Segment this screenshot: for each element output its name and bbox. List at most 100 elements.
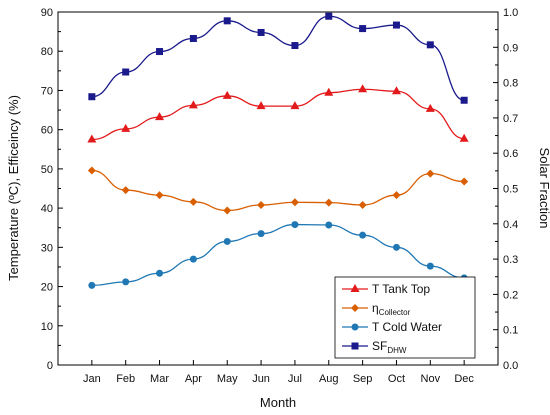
data-point-diamond bbox=[392, 191, 401, 200]
y2-tick-label: 0.2 bbox=[503, 289, 518, 301]
data-point-triangle bbox=[188, 100, 198, 109]
y-tick-label: 40 bbox=[41, 203, 53, 215]
series-layer bbox=[87, 12, 469, 289]
y-axis-ticks: 0 10 20 30 40 50 60 70 80 90 bbox=[41, 7, 63, 372]
data-point-triangle bbox=[155, 112, 165, 121]
y2-tick-label: 0.1 bbox=[503, 325, 518, 337]
data-point-triangle bbox=[324, 87, 334, 96]
legend-label-subscript: DHW bbox=[387, 346, 407, 355]
y-axis-label: Temperature (ºC), Efficeincy (%) bbox=[6, 95, 21, 281]
legend-label: T Cold Water bbox=[372, 320, 442, 334]
data-point-circle bbox=[257, 230, 265, 238]
data-point-diamond bbox=[121, 186, 130, 195]
y2-tick-label: 0.3 bbox=[503, 254, 518, 266]
data-point-square bbox=[426, 41, 434, 49]
data-point-triangle bbox=[121, 123, 131, 132]
y2-tick-label: 0.6 bbox=[503, 148, 518, 160]
x-tick-label: Jul bbox=[288, 373, 302, 385]
y2-axis-ticks: 0.0 0.1 0.2 0.3 0.4 0.5 0.6 0.7 0.8 0.9 1.0 bbox=[493, 7, 518, 372]
x-tick-label: Jun bbox=[252, 373, 270, 385]
data-point-diamond bbox=[460, 177, 469, 186]
series-line bbox=[91, 223, 465, 287]
data-point-triangle bbox=[391, 86, 401, 95]
y-tick-label: 90 bbox=[41, 7, 53, 19]
y2-tick-label: 0.7 bbox=[503, 113, 518, 125]
data-point-square bbox=[460, 96, 468, 104]
data-point-circle bbox=[291, 221, 299, 229]
x-tick-label: Aug bbox=[319, 373, 339, 385]
data-point-triangle bbox=[350, 284, 360, 292]
data-point-diamond bbox=[290, 198, 299, 207]
data-point-circle bbox=[351, 323, 359, 331]
data-point-square bbox=[156, 48, 164, 56]
series-diamond bbox=[87, 166, 469, 215]
y-tick-label: 0 bbox=[47, 360, 53, 372]
data-point-square bbox=[392, 21, 400, 29]
data-point-circle bbox=[426, 262, 434, 270]
data-point-diamond bbox=[324, 198, 333, 207]
x-tick-label: Feb bbox=[116, 373, 135, 385]
data-point-diamond bbox=[189, 197, 198, 206]
data-point-square bbox=[257, 28, 265, 36]
y2-tick-label: 0.4 bbox=[503, 219, 518, 231]
data-point-square bbox=[325, 12, 333, 20]
y-tick-label: 10 bbox=[41, 321, 53, 333]
data-point-square bbox=[122, 68, 130, 76]
legend-label: T Tank Top bbox=[372, 282, 430, 296]
data-point-diamond bbox=[426, 169, 435, 178]
x-tick-label: Sep bbox=[353, 373, 373, 385]
data-point-circle bbox=[392, 243, 400, 251]
x-tick-label: Oct bbox=[388, 373, 405, 385]
data-point-square bbox=[223, 17, 231, 25]
series-square bbox=[88, 12, 468, 104]
data-point-triangle bbox=[87, 134, 97, 143]
y2-tick-label: 1.0 bbox=[503, 7, 518, 19]
data-point-square bbox=[189, 34, 197, 42]
data-point-circle bbox=[88, 281, 96, 289]
data-point-diamond bbox=[87, 166, 96, 175]
y2-axis-label: Solar Fraction bbox=[537, 148, 550, 229]
data-point-diamond bbox=[223, 206, 232, 215]
series-line bbox=[91, 88, 465, 141]
data-point-circle bbox=[156, 269, 164, 277]
x-tick-label: Jan bbox=[83, 373, 101, 385]
data-point-circle bbox=[122, 278, 130, 286]
series-circle bbox=[88, 221, 468, 289]
legend-label-subscript: Collector bbox=[379, 308, 411, 317]
x-tick-label: Apr bbox=[185, 373, 202, 385]
y-tick-label: 50 bbox=[41, 164, 53, 176]
y-tick-label: 20 bbox=[41, 282, 53, 294]
x-tick-label: Mar bbox=[150, 373, 169, 385]
series-line bbox=[91, 169, 465, 212]
data-point-triangle bbox=[425, 103, 435, 112]
y2-tick-label: 0.9 bbox=[503, 42, 518, 54]
data-point-square bbox=[291, 42, 299, 50]
y-tick-label: 30 bbox=[41, 242, 53, 254]
data-point-diamond bbox=[351, 304, 359, 312]
data-point-square bbox=[351, 342, 359, 350]
data-point-diamond bbox=[155, 191, 164, 200]
data-point-triangle bbox=[358, 84, 368, 93]
data-point-diamond bbox=[257, 200, 266, 209]
data-point-triangle bbox=[459, 133, 469, 142]
x-tick-label: Nov bbox=[421, 373, 441, 385]
series-triangle bbox=[87, 84, 469, 143]
y2-tick-label: 0.0 bbox=[503, 360, 518, 372]
y2-tick-label: 0.8 bbox=[503, 78, 518, 90]
data-point-circle bbox=[223, 237, 231, 245]
data-point-triangle bbox=[222, 90, 232, 99]
data-point-circle bbox=[359, 231, 367, 239]
x-tick-label: Dec bbox=[454, 373, 474, 385]
data-point-diamond bbox=[358, 200, 367, 209]
data-point-circle bbox=[325, 221, 333, 229]
data-point-square bbox=[359, 25, 367, 33]
data-point-circle bbox=[189, 255, 197, 263]
y-tick-label: 70 bbox=[41, 85, 53, 97]
y-tick-label: 60 bbox=[41, 125, 53, 137]
x-axis-ticks: Jan Feb Mar Apr May Jun Jul Aug Sep Oct Nov Dec bbox=[83, 360, 474, 385]
data-point-triangle bbox=[290, 101, 300, 110]
data-point-triangle bbox=[256, 101, 266, 110]
y2-tick-label: 0.5 bbox=[503, 184, 518, 196]
